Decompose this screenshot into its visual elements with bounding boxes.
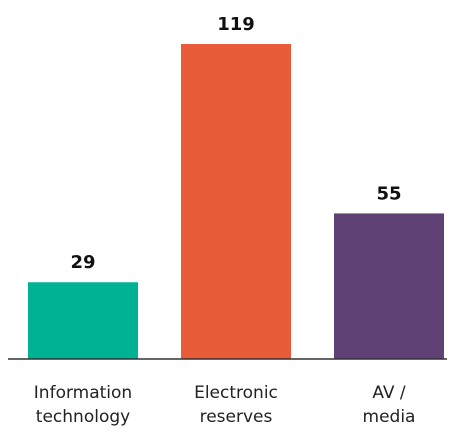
category-label-0-line-0: Information xyxy=(34,383,132,403)
bar-2 xyxy=(334,213,444,359)
bar-0 xyxy=(28,282,138,359)
category-label-1-line-0: Electronic xyxy=(194,383,278,403)
bar-1 xyxy=(181,44,291,359)
category-labels-group: Information technology Electronic reserves A… xyxy=(34,383,416,427)
value-label-0: 29 xyxy=(70,252,95,273)
value-labels-group: 29 119 55 xyxy=(70,14,401,273)
category-label-2-line-0: AV / xyxy=(372,383,406,403)
category-label-0-line-1: technology xyxy=(36,407,130,427)
value-label-1: 119 xyxy=(217,14,255,35)
category-label-2-line-1: media xyxy=(363,407,416,427)
value-label-2: 55 xyxy=(376,183,401,204)
category-label-1-line-1: reserves xyxy=(200,407,273,427)
bars-group xyxy=(28,44,444,359)
